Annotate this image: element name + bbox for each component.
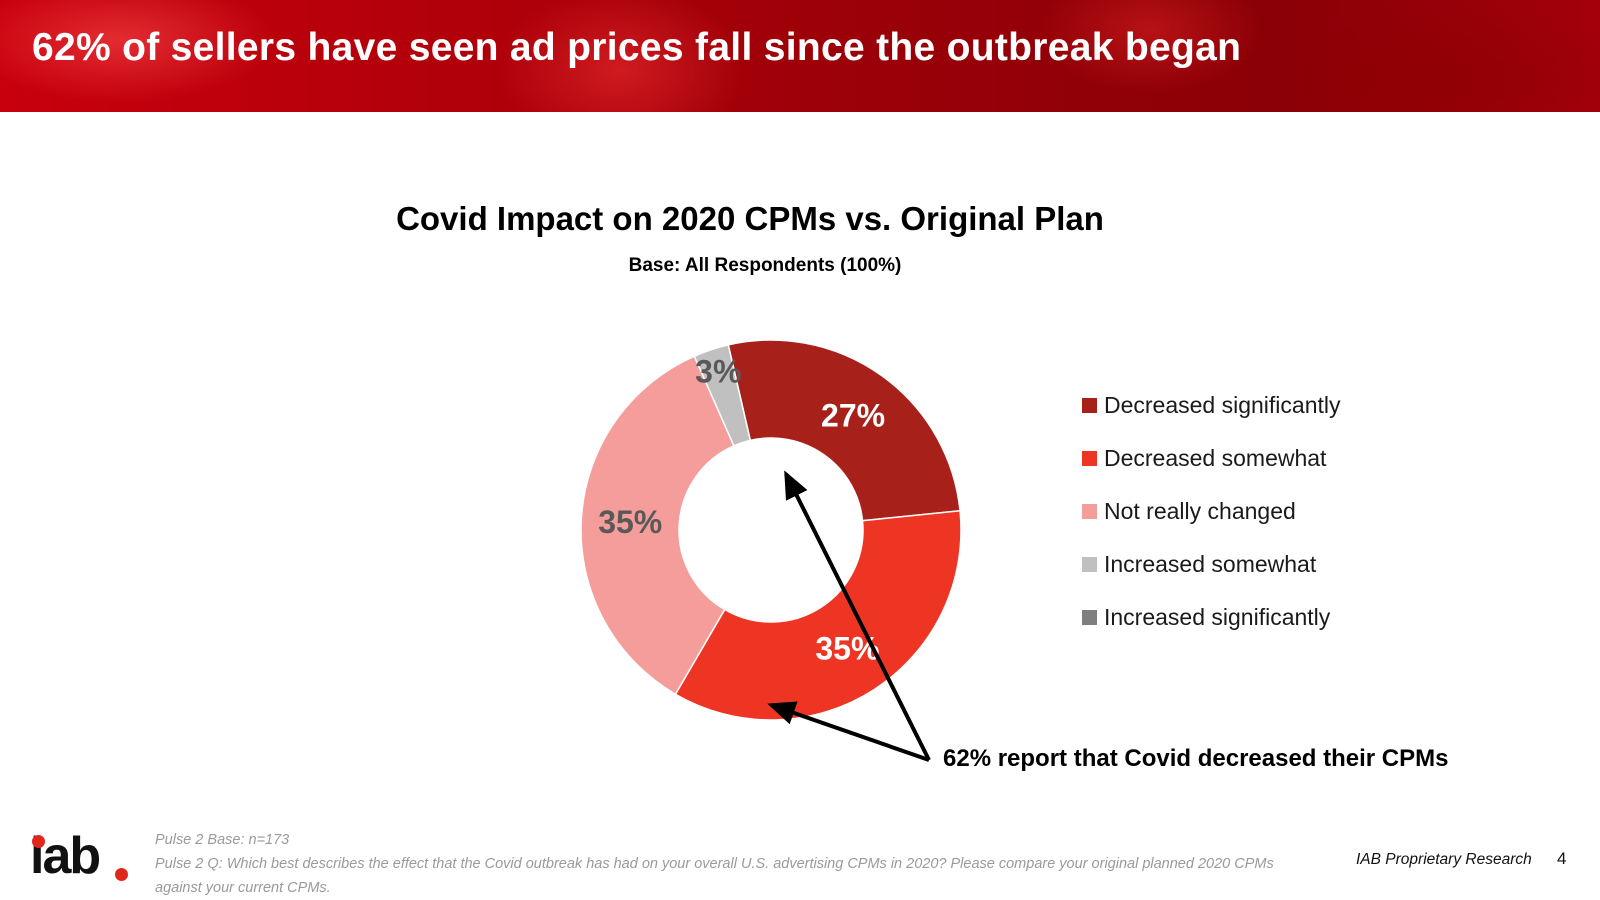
- donut-slice-decreased-significantly: [727, 339, 961, 522]
- slice-label-decreased-significantly: 27%: [821, 397, 885, 433]
- donut-slice-not-really-changed: [580, 355, 735, 696]
- legend-swatch: [1082, 503, 1097, 519]
- legend-label: Decreased somewhat: [1104, 444, 1327, 471]
- callout-arrow-bottom: [767, 701, 930, 762]
- chart-subtitle: Base: All Respondents (100%): [628, 255, 902, 276]
- legend-label: Not really changed: [1104, 497, 1296, 524]
- legend-swatch: [1082, 450, 1097, 466]
- header-banner: [0, 0, 1600, 112]
- footnote-base: Pulse 2 Base: n=173: [155, 832, 290, 848]
- slice-label-not-really-changed: 35%: [598, 504, 662, 540]
- page-number: 4: [1557, 849, 1567, 868]
- donut-slice-decreased-somewhat: [674, 509, 962, 721]
- slice-label-increased-somewhat: 3%: [695, 354, 741, 390]
- legend-label: Increased somewhat: [1104, 550, 1317, 577]
- source-label: IAB Proprietary Research: [1356, 851, 1532, 868]
- legend-item: Not really changed: [1082, 498, 1341, 524]
- callout-text: 62% report that Covid decreased their CP…: [943, 745, 1449, 772]
- legend-swatch: [1082, 556, 1097, 572]
- slice-label-decreased-somewhat: 35%: [815, 631, 879, 667]
- legend-item: Decreased somewhat: [1082, 445, 1341, 471]
- legend-label: Increased significantly: [1104, 603, 1331, 630]
- legend-label: Decreased significantly: [1104, 391, 1341, 418]
- callout-arrow-top: [784, 470, 931, 761]
- legend-item: Increased somewhat: [1082, 551, 1341, 577]
- legend-item: Increased significantly: [1082, 604, 1341, 630]
- legend-item: Decreased significantly: [1082, 392, 1341, 418]
- footnote: Pulse 2 Base: n=173 Pulse 2 Q: Which bes…: [155, 828, 1315, 900]
- donut-slice-increased-somewhat: [693, 343, 752, 447]
- legend-swatch: [1082, 397, 1097, 413]
- logo-dot-bottom: [115, 868, 128, 881]
- chart-title: Covid Impact on 2020 CPMs vs. Original P…: [396, 200, 1104, 237]
- chart-legend: Decreased significantly Decreased somewha…: [1082, 392, 1341, 657]
- footnote-question: Pulse 2 Q: Which best describes the effe…: [155, 856, 1274, 896]
- logo-dot-top: [32, 835, 45, 848]
- slide-title: 62% of sellers have seen ad prices fall …: [32, 26, 1242, 69]
- legend-swatch: [1082, 609, 1097, 625]
